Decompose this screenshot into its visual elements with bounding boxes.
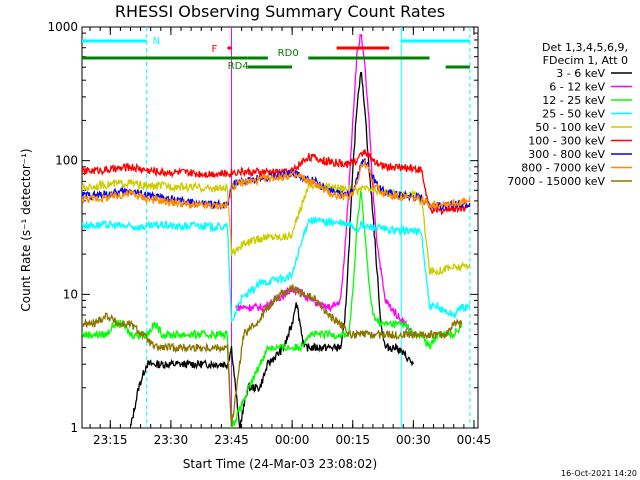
legend-entry-label: 50 - 100 keV (535, 121, 605, 134)
series-line (82, 283, 463, 427)
x-tick-label: 23:15 (93, 433, 128, 447)
series-line (82, 149, 471, 216)
legend-entry-label: 7000 - 15000 keV (507, 175, 605, 188)
legend-entry-label: 6 - 12 keV (549, 81, 605, 94)
green-annotation-label: RD4 (228, 61, 249, 72)
green-annotation-label: RD0 (278, 48, 299, 59)
series-line (82, 189, 463, 428)
y-tick-label: 100 (55, 154, 78, 168)
x-tick-label: 00:00 (275, 433, 310, 447)
legend-entry-label: 800 - 7000 keV (521, 162, 605, 175)
x-tick-label: 23:45 (214, 433, 249, 447)
plot-frame (81, 26, 479, 429)
chart-title: RHESSI Observing Summary Count Rates (115, 2, 445, 21)
legend: Det 1,3,4,5,6,9,FDecim 1, Att 03 - 6 keV… (507, 41, 632, 188)
x-axis-label: Start Time (24-Mar-03 23:08:02) (183, 457, 377, 471)
series-line (82, 216, 471, 323)
cyan-annotation-label: N (153, 36, 160, 47)
legend-entry-label: 100 - 300 keV (528, 135, 605, 148)
footer-timestamp: 16-Oct-2021 14:20 (561, 469, 637, 478)
x-tick-label: 00:30 (396, 433, 431, 447)
y-tick-label: 1 (70, 421, 78, 435)
x-tick-label: 23:30 (154, 433, 189, 447)
red-annotation-label: F (211, 44, 217, 55)
y-tick-label: 1000 (47, 20, 78, 34)
x-tick-label: 00:15 (335, 433, 370, 447)
legend-entry-label: 25 - 50 keV (542, 108, 605, 121)
series-group (82, 33, 471, 428)
legend-header: Det 1,3,4,5,6,9, (542, 41, 628, 54)
series-line (82, 178, 471, 276)
legend-entry-label: 3 - 6 keV (556, 67, 605, 80)
y-axis-label: Count Rate (s⁻¹ detector⁻¹) (19, 148, 33, 311)
plot-area: 1 10 100 1000 23:15 23:30 23:45 00:00 00:15 00:30… (47, 20, 491, 447)
y-tick-label: 10 (63, 287, 78, 301)
series-line (82, 159, 471, 211)
legend-entry-label: 12 - 25 keV (542, 94, 605, 107)
legend-entry-label: 300 - 800 keV (528, 148, 605, 161)
x-tick-label: 00:45 (457, 433, 492, 447)
legend-header: FDecim 1, Att 0 (543, 54, 628, 67)
series-line (129, 72, 414, 428)
